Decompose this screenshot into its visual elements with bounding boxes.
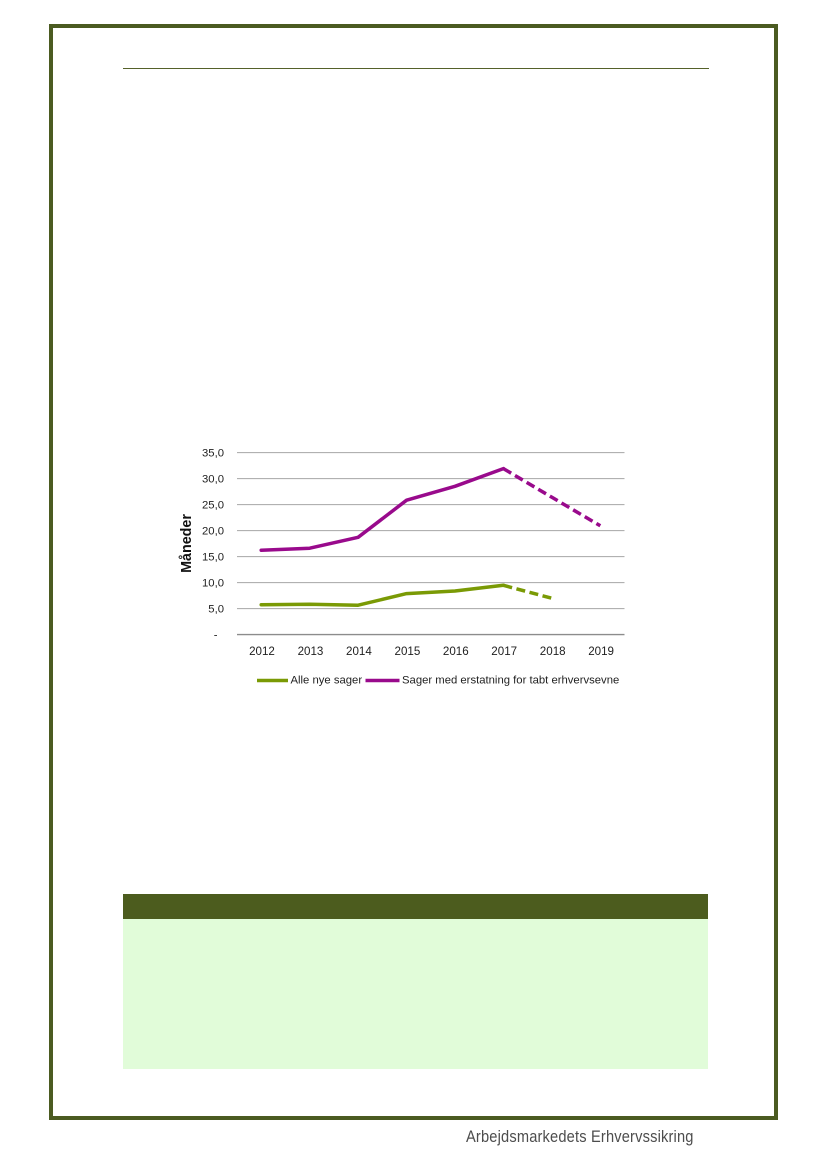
svg-text:2015: 2015 — [395, 645, 421, 658]
svg-text:2017: 2017 — [491, 645, 517, 658]
svg-text:10,0: 10,0 — [202, 577, 224, 589]
svg-text:15,0: 15,0 — [202, 551, 224, 563]
svg-text:2012: 2012 — [249, 645, 275, 658]
svg-text:30,0: 30,0 — [202, 473, 224, 485]
svg-text:20,0: 20,0 — [202, 525, 224, 537]
svg-text:Alle nye sager: Alle nye sager — [291, 675, 363, 687]
svg-text:35,0: 35,0 — [202, 447, 224, 459]
svg-text:Måneder: Måneder — [179, 514, 195, 573]
svg-text:Sager med erstatning for tabt: Sager med erstatning for tabt erhvervsev… — [402, 675, 619, 687]
svg-text:2019: 2019 — [588, 645, 614, 658]
svg-text:2016: 2016 — [443, 645, 469, 658]
svg-text:2014: 2014 — [346, 645, 372, 658]
svg-text:2018: 2018 — [540, 645, 566, 658]
svg-text:5,0: 5,0 — [208, 603, 224, 615]
svg-text:2013: 2013 — [298, 645, 324, 658]
svg-text:-: - — [214, 629, 218, 641]
svg-text:25,0: 25,0 — [202, 499, 224, 511]
